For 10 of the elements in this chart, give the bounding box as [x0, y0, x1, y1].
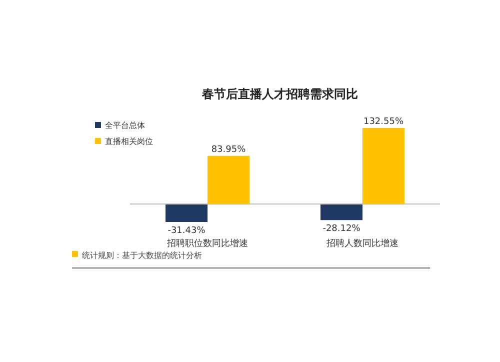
legend-label: 直播相关岗位 — [105, 137, 153, 146]
text: 统计规则：基于大数据的统计分析 — [82, 251, 202, 260]
x-tick-label: 招聘人数同比增速 — [326, 238, 398, 249]
data-label: 83.95% — [211, 144, 246, 155]
data-label: -28.12% — [322, 224, 361, 234]
data-label: 132.55% — [363, 117, 404, 127]
chart-title: 春节后直播人才招聘需求同比 — [201, 87, 358, 101]
x-tick-label: 招聘职位数同比增速 — [166, 238, 248, 249]
legend-label: 全平台总体 — [105, 121, 145, 130]
data-label: -31.43% — [168, 226, 206, 236]
